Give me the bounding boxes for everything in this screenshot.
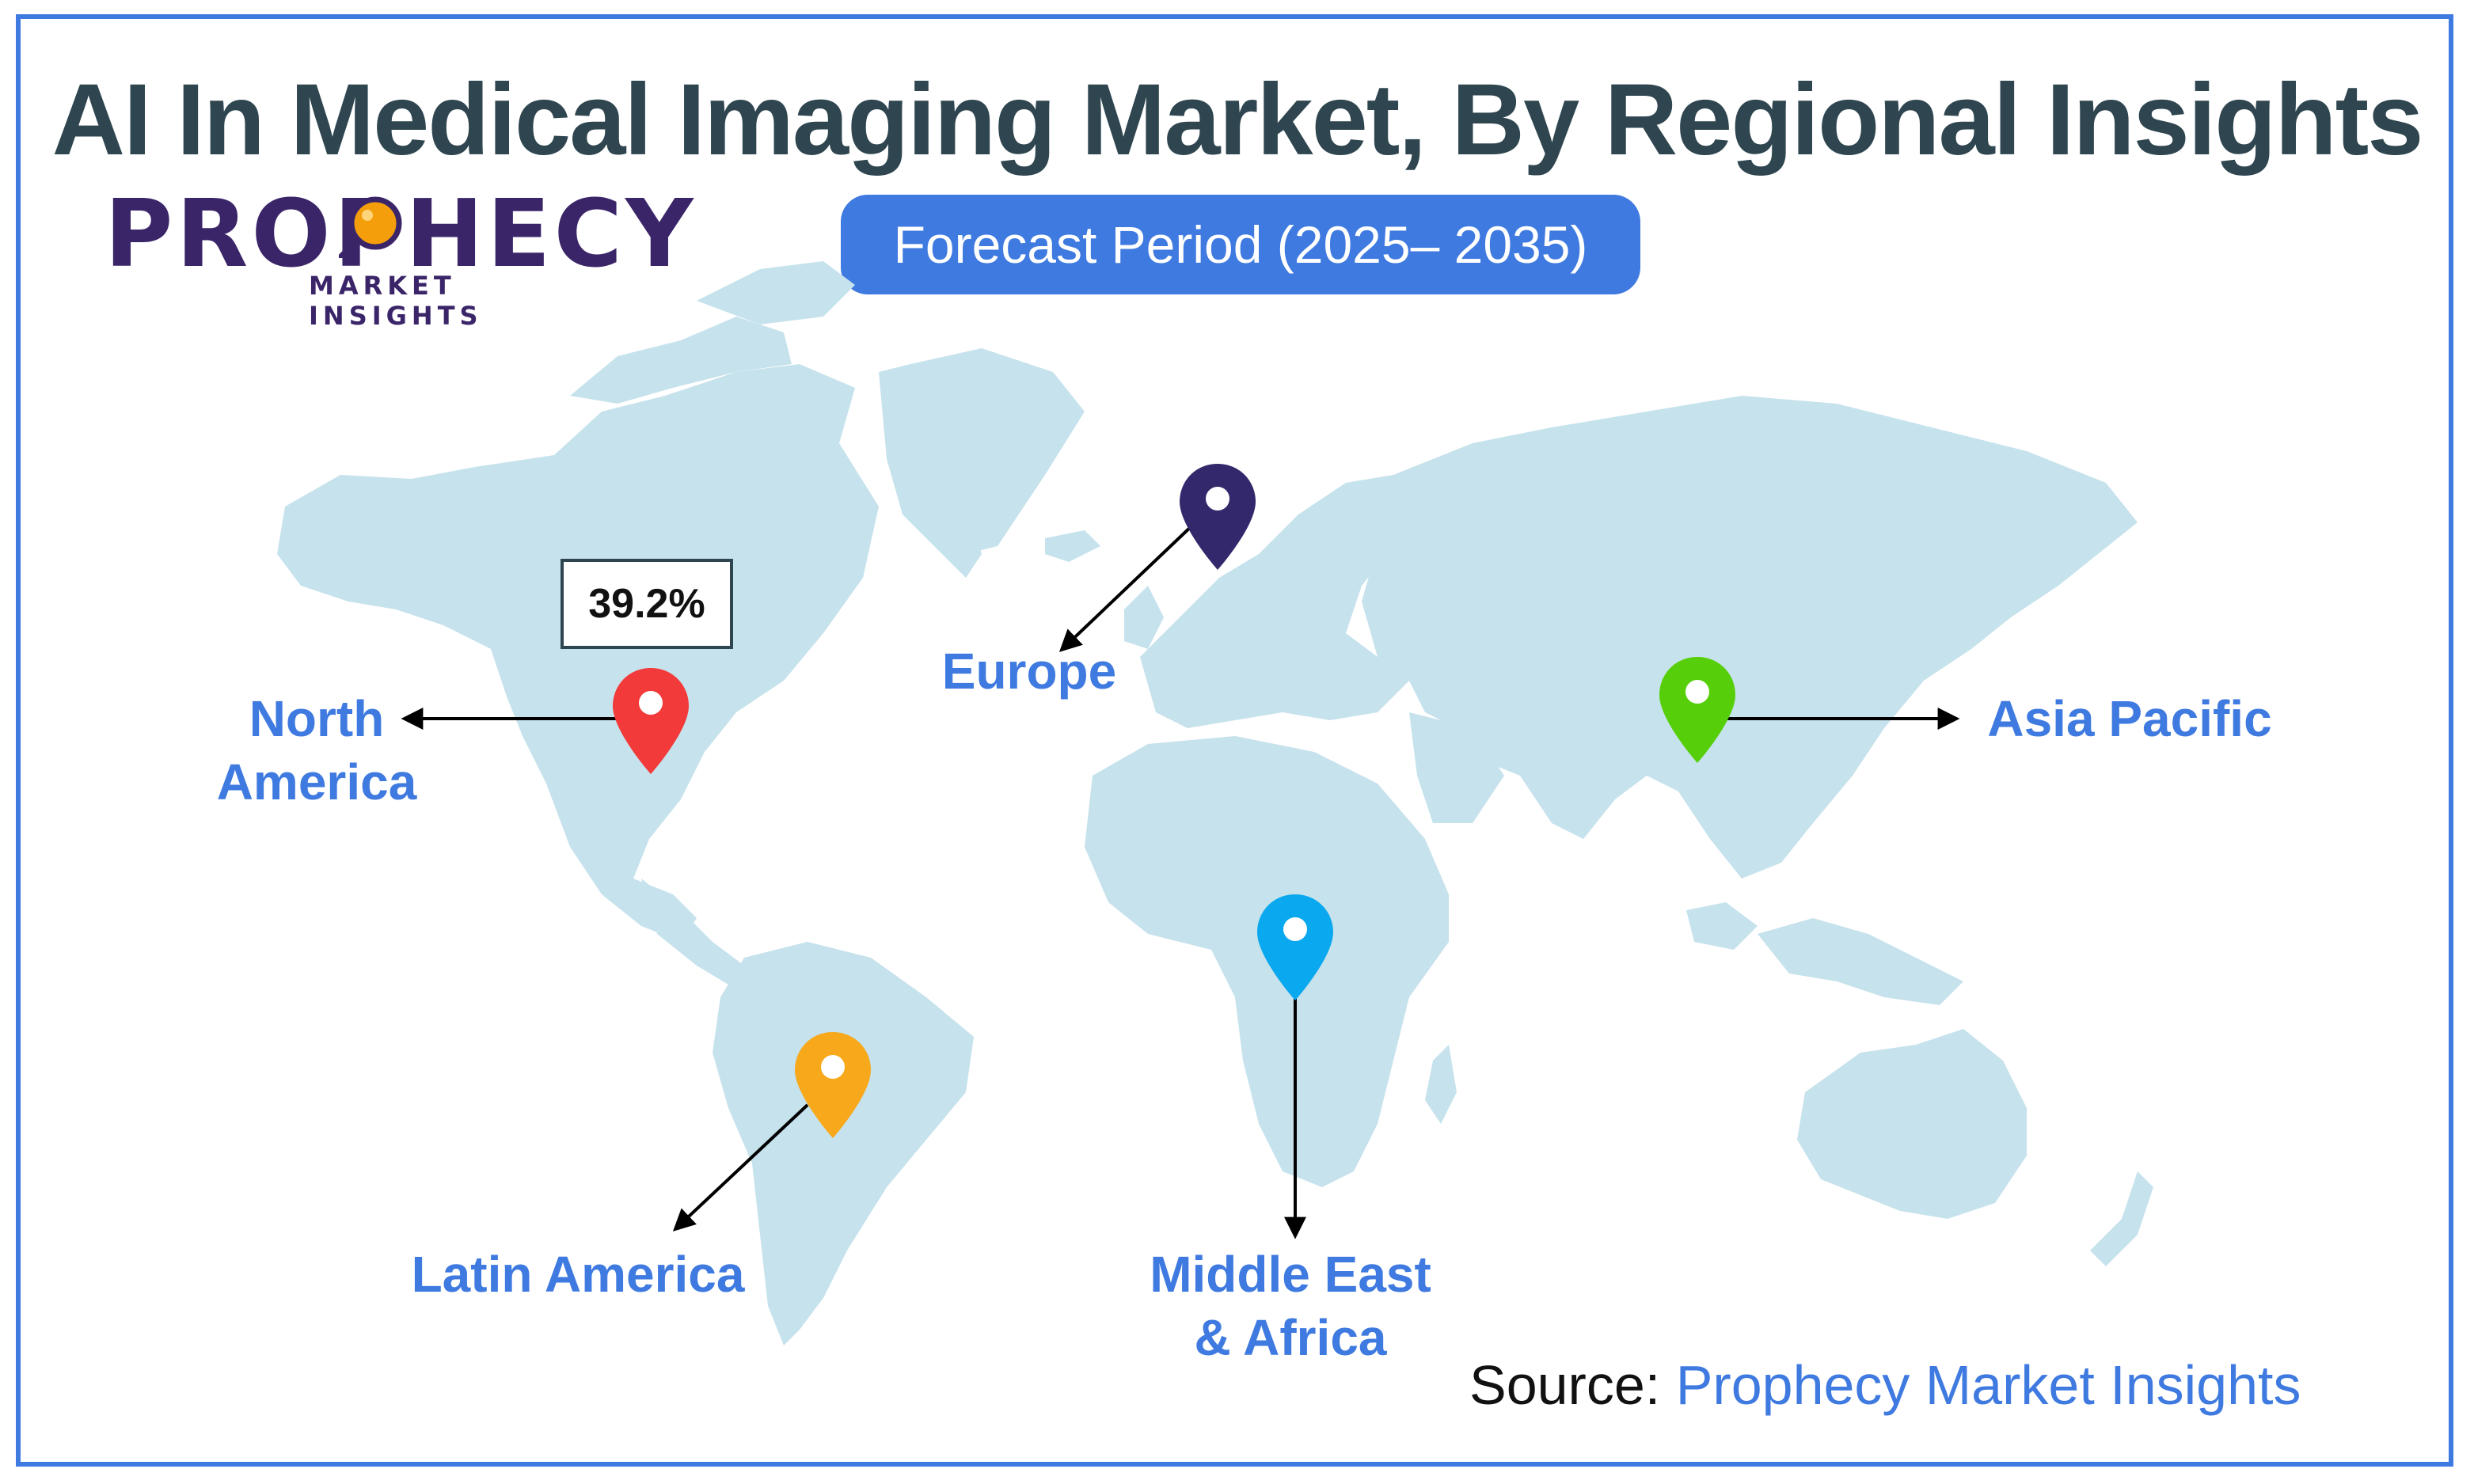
new-zealand [2090,1171,2153,1266]
logo-subtitle: MARKET INSIGHTS [309,271,483,331]
label-north-america: North America [198,687,435,814]
label-north-america-line1: North [249,690,385,747]
australia-landmass [1797,1029,2027,1219]
south-america-landmass [713,942,974,1345]
label-latin-america: Latin America [411,1246,745,1303]
prophecy-logo: PROPHECY MARKET INSIGHTS [105,179,694,331]
label-north-america-line2: America [216,753,417,810]
north-america-share-box: 39.2% [561,559,733,649]
pin-shape [1659,657,1735,763]
arrow-europe [1058,522,1195,652]
japan [1892,586,1940,681]
british-isles [1124,586,1164,649]
southeast-asia-islands [1758,918,1963,1005]
central-america-landmass [641,879,760,989]
pin-shape [613,668,689,774]
source-name: Prophecy Market Insights [1675,1354,2301,1416]
north-america-share: 39.2% [588,581,705,627]
pin-shape [1257,894,1333,1000]
forecast-badge: Forecast Period (2025– 2035) [841,195,1640,294]
source-credit: Source: Prophecy Market Insights [1469,1353,2301,1417]
arctic-islands-2 [697,261,855,325]
label-mea: Middle East & Africa [1124,1243,1457,1369]
madagascar [1425,1045,1457,1124]
pin-shape [1180,464,1256,570]
label-mea-line2: & Africa [1194,1309,1387,1366]
label-mea-line1: Middle East [1150,1246,1431,1303]
north-america-landmass [277,364,879,942]
source-prefix: Source: [1469,1354,1676,1416]
map-pin-icon-north-america [613,668,689,774]
border-frame [16,14,2453,1467]
map-pin-icon-asia-pacific [1659,657,1735,763]
map-pin-icon-latin-america [795,1032,871,1138]
map-pin-icon-europe [1180,464,1256,570]
label-asia-pacific: Asia Pacific [1987,690,2272,747]
pin-shape [795,1032,871,1138]
forecast-label: Forecast Period (2025– 2035) [893,215,1588,274]
arrow-latin-america [672,1103,809,1232]
greenland-landmass [879,348,1085,578]
asia-landmass [1362,396,2138,879]
africa-landmass [1085,736,1449,1187]
europe-landmass [1140,475,1425,728]
label-europe: Europe [941,643,1117,700]
map-pin-icon-mea [1257,894,1333,1000]
magnifier-icon [339,196,402,258]
arctic-islands [570,317,792,404]
iceland [1045,530,1100,562]
arabia [1409,712,1504,823]
page-title: AI In Medical Imaging Market, By Regiona… [51,63,2424,176]
indonesia [1686,902,1758,950]
